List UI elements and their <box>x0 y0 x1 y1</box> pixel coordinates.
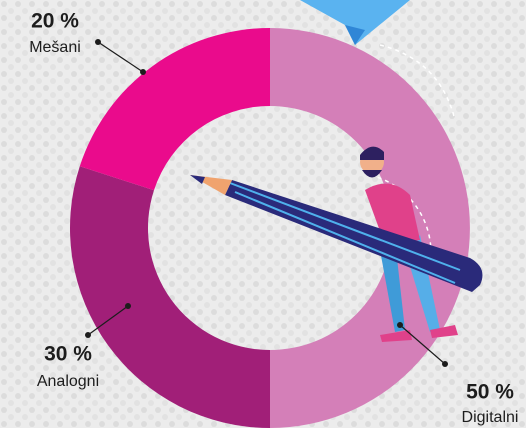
labels: 50 % Digitalni 30 % Analogni 20 % Mešani <box>29 10 518 427</box>
category-label: Digitalni <box>462 409 519 426</box>
illustration <box>190 0 483 342</box>
leader-dot <box>85 332 91 338</box>
donut-slice <box>270 28 470 428</box>
leader-line <box>97 41 144 73</box>
leader-dot <box>442 361 448 367</box>
value-label: 20 % <box>31 10 79 33</box>
donut <box>69 28 470 428</box>
leader-line <box>399 324 446 365</box>
leader-dot <box>95 39 101 45</box>
donut-slice <box>69 166 270 428</box>
category-label: Analogni <box>37 373 99 390</box>
value-label: 30 % <box>44 343 92 366</box>
value-label: 50 % <box>466 381 514 404</box>
leader-dot <box>140 69 146 75</box>
leader-dot <box>125 303 131 309</box>
category-label: Mešani <box>29 39 81 56</box>
leader-dot <box>397 322 403 328</box>
leader-line <box>87 305 129 336</box>
donut-slice <box>79 28 270 191</box>
